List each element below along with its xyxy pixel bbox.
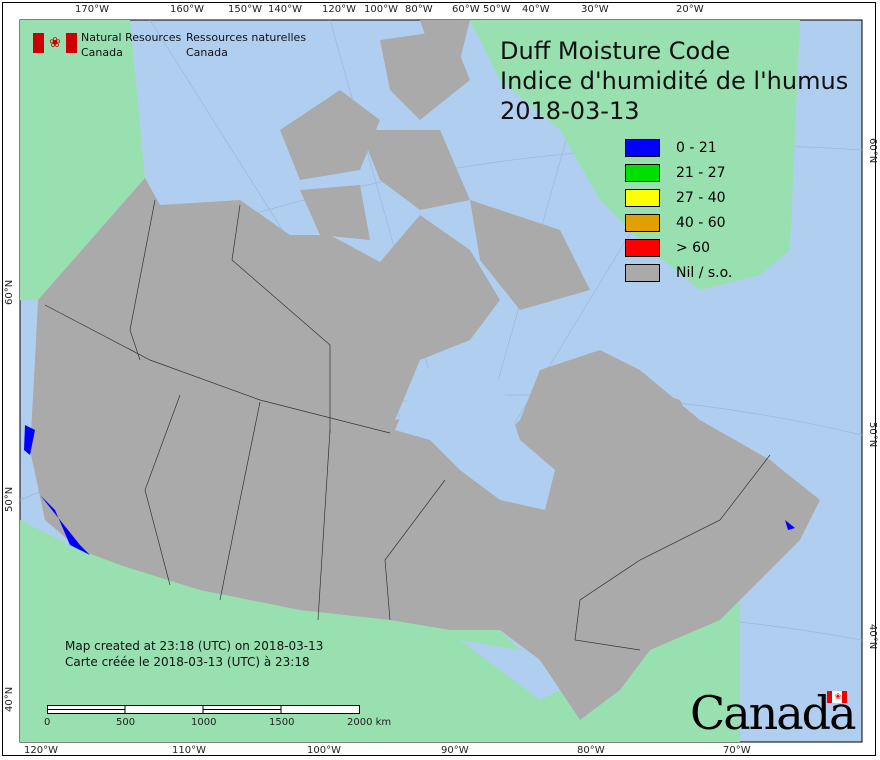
legend-item: 21 - 27 [625, 160, 732, 185]
legend-item: > 60 [625, 235, 732, 260]
left-tick: 50°N [4, 486, 15, 512]
scale-bar-graphic [47, 705, 360, 714]
legend-item: 40 - 60 [625, 210, 732, 235]
hudson-bay [395, 355, 555, 510]
legend-item: Nil / s.o. [625, 260, 732, 285]
top-tick: 30°W [581, 4, 609, 15]
top-tick: 20°W [676, 4, 704, 15]
bottom-tick: 120°W [24, 745, 58, 756]
top-tick: 170°W [75, 4, 109, 15]
credit-en: Map created at 23:18 (UTC) on 2018-03-13 [65, 639, 324, 653]
legend-swatch [625, 263, 660, 282]
top-tick: 150°W [228, 4, 262, 15]
left-tick: 40°N [4, 686, 15, 712]
right-tick: 60°N [867, 138, 878, 164]
dmc-low-areas [24, 425, 795, 555]
legend-item: 0 - 21 [625, 135, 732, 160]
scale-bar: 0 500 1000 1500 2000 km [44, 705, 391, 739]
right-tick: 50°N [867, 422, 878, 448]
bottom-tick: 80°W [577, 745, 605, 756]
title-fr: Indice d'humidité de l'humus [500, 67, 849, 95]
legend-label: 0 - 21 [676, 139, 717, 156]
left-tick: 60°N [4, 279, 15, 305]
legend-swatch [625, 163, 660, 182]
legend-label: > 60 [676, 239, 710, 256]
great-lakes [460, 640, 560, 700]
alaska-land [20, 20, 145, 300]
creation-note: Map created at 23:18 (UTC) on 2018-03-13… [65, 638, 323, 670]
canada-wordmark: ❀ Canada [690, 686, 857, 740]
top-tick: 40°W [522, 4, 550, 15]
legend-label: Nil / s.o. [676, 264, 733, 281]
legend-swatch [625, 138, 660, 157]
legend-swatch [625, 238, 660, 257]
top-tick: 50°W [483, 4, 511, 15]
top-tick: 80°W [405, 4, 433, 15]
legend-label: 21 - 27 [676, 164, 726, 181]
scale-label: 1000 [191, 717, 217, 728]
credit-fr: Carte créée le 2018-03-13 (UTC) à 23:18 [65, 655, 310, 669]
legend: 0 - 21 21 - 27 27 - 40 40 - 60 > 60 Nil / s.o… [625, 135, 732, 285]
scale-label: 1500 [269, 717, 295, 728]
arctic-islands [280, 20, 700, 440]
top-tick: 140°W [268, 4, 302, 15]
bottom-tick: 110°W [172, 745, 206, 756]
canada-flag-icon: ❀ [33, 33, 77, 53]
bottom-tick: 100°W [307, 745, 341, 756]
top-tick: 100°W [364, 4, 398, 15]
wordmark-flag-icon: ❀ [827, 691, 847, 703]
bottom-tick: 90°W [441, 745, 469, 756]
bottom-tick: 70°W [723, 745, 751, 756]
top-tick: 160°W [170, 4, 204, 15]
scale-label: 500 [116, 717, 136, 728]
legend-label: 27 - 40 [676, 189, 726, 206]
agency-name-en-2: Canada [81, 46, 123, 59]
right-tick: 40°N [867, 624, 878, 650]
agency-name-fr-2: Canada [186, 46, 228, 59]
legend-swatch [625, 188, 660, 207]
scale-label: 0 [44, 717, 51, 728]
title-en: Duff Moisture Code [500, 37, 731, 65]
map-date: 2018-03-13 [500, 97, 640, 125]
province-borders [44, 199, 771, 651]
agency-name-fr-1: Ressources naturelles [186, 31, 307, 44]
map-title: Duff Moisture Code Indice d'humidité de … [500, 36, 848, 126]
canada-mainland [30, 178, 820, 720]
legend-label: 40 - 60 [676, 214, 726, 231]
top-tick: 120°W [322, 4, 356, 15]
scale-label: 2000 km [347, 717, 392, 728]
top-tick: 60°W [452, 4, 480, 15]
legend-item: 27 - 40 [625, 185, 732, 210]
legend-swatch [625, 213, 660, 232]
usa-land [20, 520, 740, 742]
agency-name-en-1: Natural Resources [81, 31, 182, 44]
